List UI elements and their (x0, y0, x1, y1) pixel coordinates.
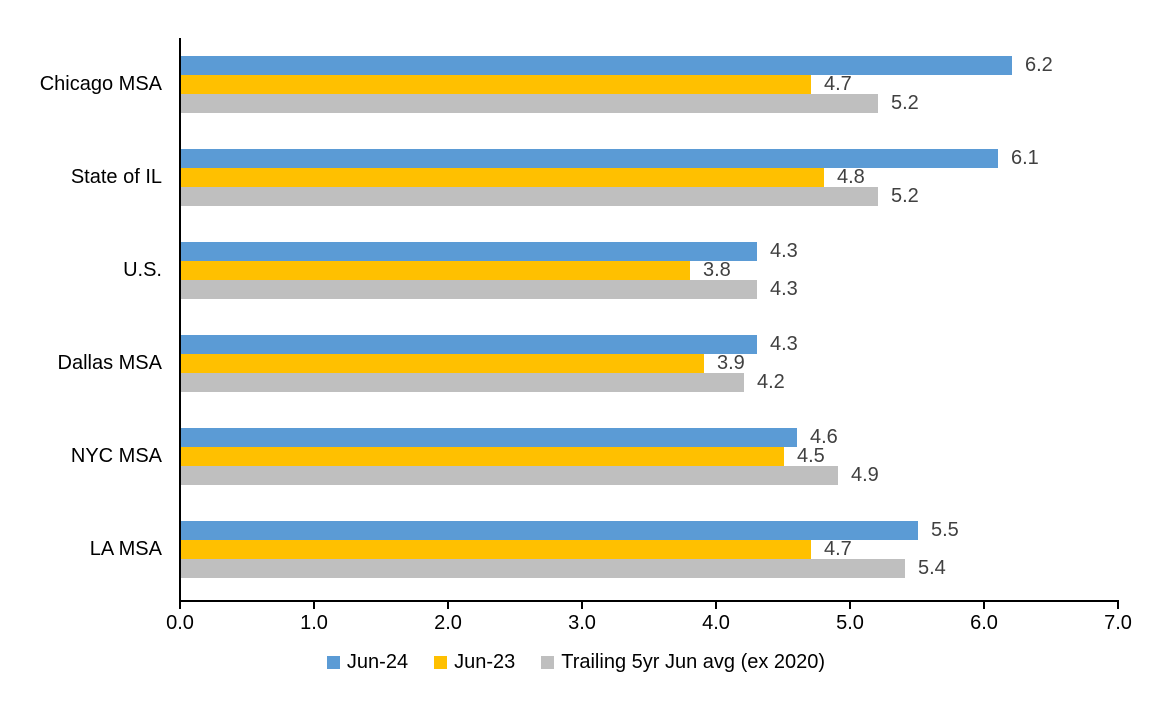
bar-value-label: 6.1 (1011, 147, 1039, 169)
category-label: U.S. (123, 259, 162, 281)
legend: Jun-24 Jun-23 Trailing 5yr Jun avg (ex 2… (0, 651, 1152, 674)
x-axis-tick-label: 1.0 (300, 612, 328, 634)
bar-value-label: 4.5 (797, 445, 825, 467)
category-label: Dallas MSA (57, 352, 162, 374)
bar (181, 187, 878, 206)
bar-value-label: 4.3 (770, 240, 798, 262)
x-axis-tick-label: 6.0 (970, 612, 998, 634)
legend-item-jun-24: Jun-24 (326, 651, 409, 674)
x-axis-tick-label: 7.0 (1104, 612, 1132, 634)
bar-value-label: 4.9 (851, 464, 879, 486)
bar-value-label: 4.6 (810, 426, 838, 448)
bar (181, 242, 757, 261)
category-label: LA MSA (89, 538, 162, 560)
legend-item-trailing-avg: Trailing 5yr Jun avg (ex 2020) (541, 651, 825, 674)
bar (181, 354, 704, 373)
bar (181, 447, 784, 466)
legend-swatch-trailing-avg-icon (541, 656, 555, 669)
x-axis-tick (179, 602, 181, 609)
y-axis-line (179, 38, 181, 602)
bar (181, 94, 878, 113)
legend-swatch-jun-24-icon (326, 656, 340, 669)
bar-value-label: 5.2 (891, 185, 919, 207)
bar (181, 428, 797, 447)
bar (181, 75, 811, 94)
bar-value-label: 5.2 (891, 92, 919, 114)
bar-value-label: 4.3 (770, 333, 798, 355)
x-axis-tick (581, 602, 583, 609)
bar (181, 280, 757, 299)
x-axis-tick (849, 602, 851, 609)
bar-value-label: 4.2 (757, 371, 785, 393)
bar-value-label: 4.7 (824, 73, 852, 95)
legend-item-jun-23: Jun-23 (434, 651, 515, 674)
x-axis-tick-label: 3.0 (568, 612, 596, 634)
bar-value-label: 3.9 (717, 352, 745, 374)
bar-value-label: 6.2 (1025, 54, 1053, 76)
bar (181, 149, 998, 168)
bar (181, 56, 1012, 75)
category-label: State of IL (70, 166, 162, 188)
legend-label-trailing-avg: Trailing 5yr Jun avg (ex 2020) (561, 651, 826, 673)
x-axis-tick (447, 602, 449, 609)
x-axis-tick (1117, 602, 1119, 609)
bar-value-label: 4.8 (837, 166, 865, 188)
bar-value-label: 3.8 (703, 259, 731, 281)
legend-label-jun-23: Jun-23 (454, 651, 516, 673)
x-axis-tick-label: 2.0 (434, 612, 462, 634)
x-axis-tick-label: 0.0 (166, 612, 194, 634)
x-axis-line (179, 600, 1119, 602)
bar (181, 168, 824, 187)
x-axis-tick-label: 4.0 (702, 612, 730, 634)
bar (181, 521, 918, 540)
bar-value-label: 5.4 (918, 557, 946, 579)
bar-value-label: 4.3 (770, 278, 798, 300)
bar (181, 373, 744, 392)
x-axis-tick (313, 602, 315, 609)
bar (181, 540, 811, 559)
legend-swatch-jun-23-icon (434, 656, 448, 669)
bar (181, 261, 690, 280)
x-axis-tick (715, 602, 717, 609)
x-axis-tick-label: 5.0 (836, 612, 864, 634)
bar-value-label: 5.5 (931, 519, 959, 541)
bar (181, 466, 838, 485)
bar-value-label: 4.7 (824, 538, 852, 560)
bar (181, 559, 905, 578)
category-label: Chicago MSA (39, 73, 162, 95)
bar (181, 335, 757, 354)
category-label: NYC MSA (70, 445, 162, 467)
x-axis-tick (983, 602, 985, 609)
legend-label-jun-24: Jun-24 (346, 651, 409, 673)
